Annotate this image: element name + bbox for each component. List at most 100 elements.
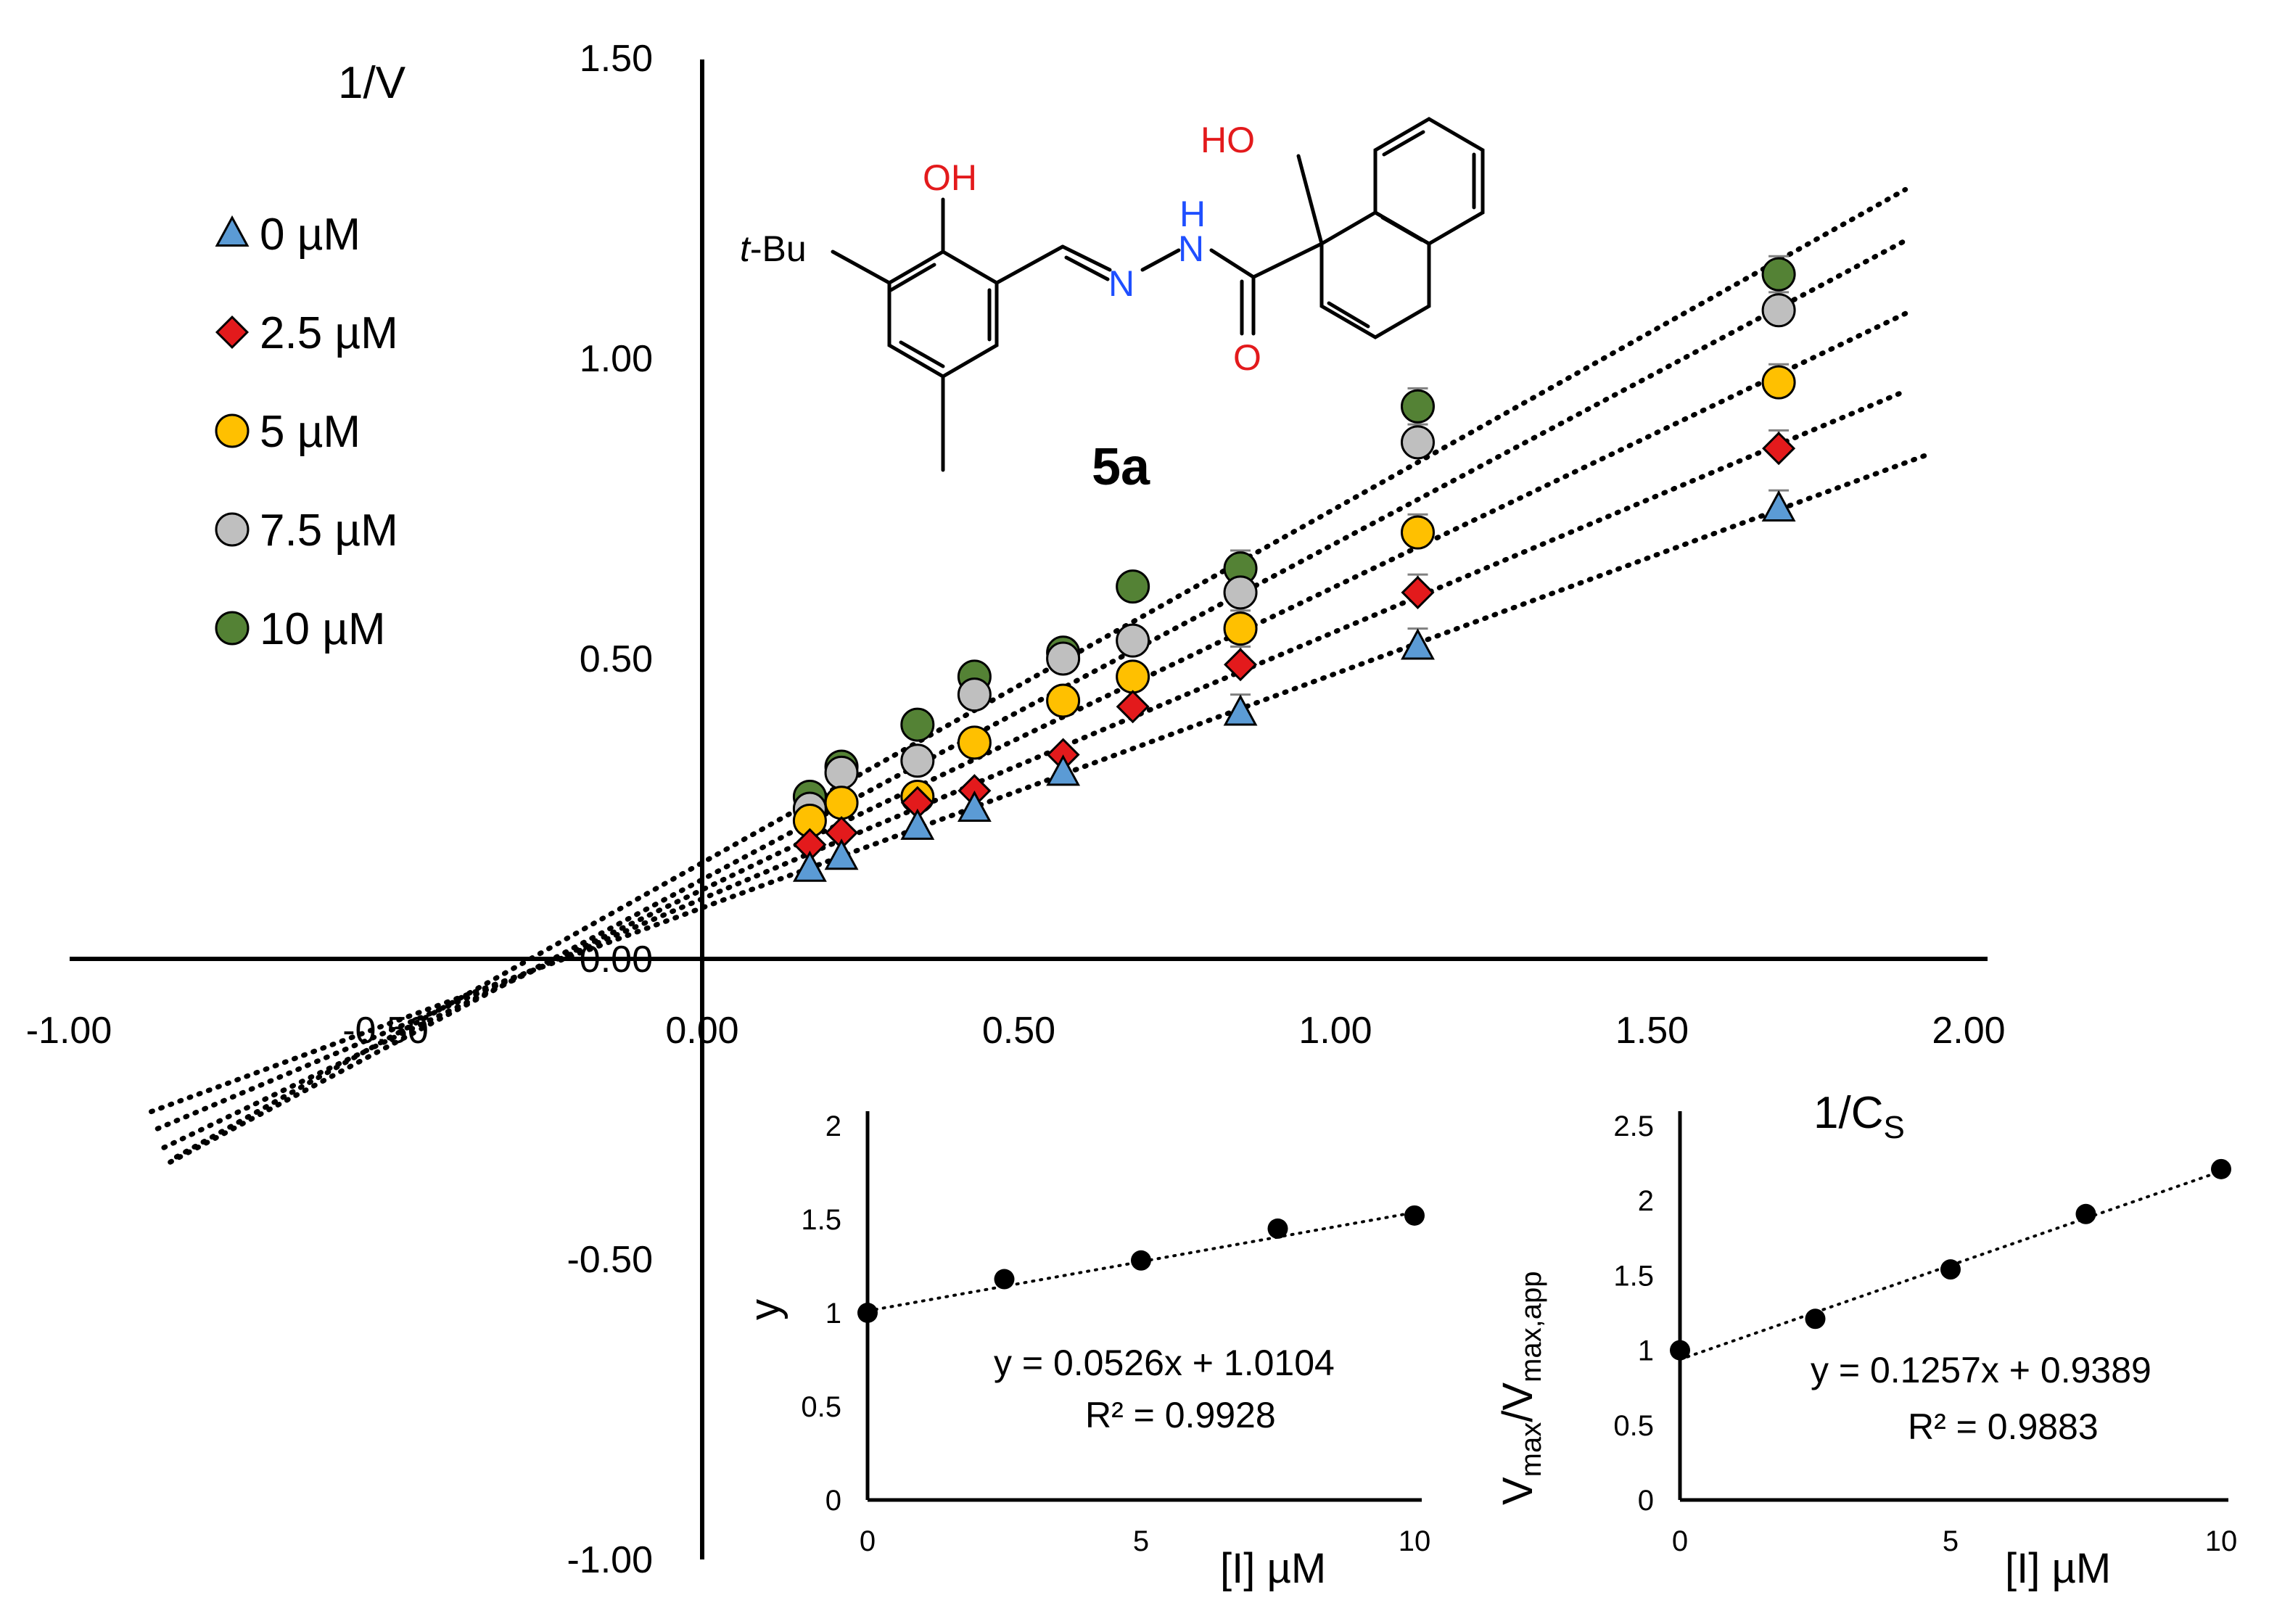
inset-x-tick-label: 0 [860,1525,876,1557]
inset2-y-sub2: max,app [1515,1271,1547,1382]
naphthalene-ring-upper [1375,119,1483,244]
data-point-1-8 [1763,433,1794,463]
inset-y-tick-label: 1.5 [1613,1260,1654,1292]
data-points [794,258,1795,881]
data-point-0-3 [959,793,989,821]
data-point-1-6 [1225,649,1256,680]
inset-x-tick-label: 0 [1672,1525,1688,1557]
y-tick-label: 1.50 [580,38,653,80]
data-point-0-6 [1225,697,1256,725]
data-point-3-8 [1763,294,1795,326]
legend-marker [216,415,248,447]
y-tick-label: 1.00 [580,338,653,380]
legend-label: 0 µM [260,210,361,260]
inset-y-tick-label: 0 [825,1485,841,1517]
data-point-2-7 [1401,516,1433,548]
inset-data-point [1131,1250,1151,1271]
data-point-3-4 [1047,643,1079,675]
inset-data-point [995,1269,1015,1290]
inset-x-tick-label: 10 [2205,1525,2238,1557]
inset-y-tick-label: 2 [1638,1185,1654,1217]
y-axis-title: 1/V [338,58,406,108]
inset2-y-sub1: max [1515,1422,1547,1477]
legend-marker [216,514,248,545]
x-tick-label: 2.00 [1932,1010,2005,1052]
nh-c-bond [1211,250,1253,277]
inset1-y-axis-title: y [741,1299,788,1320]
naphthol-ho-label: HO [1201,120,1255,160]
inset-y-tick-label: 1 [825,1298,841,1330]
data-point-1-5 [1118,691,1148,722]
data-point-3-5 [1117,625,1149,656]
inset-data-point [1940,1259,1961,1279]
x-tick-label: 0.00 [665,1010,738,1052]
y-tick-label: -1.00 [567,1539,653,1581]
ch-bond [997,247,1063,283]
inset2-y-v: V [1494,1477,1541,1505]
x-axis-title-main: 1/C [1813,1088,1883,1138]
inset-data-point [2211,1159,2231,1179]
legend-marker [217,218,247,246]
naphthol-oh-bond [1298,156,1322,244]
inset2-y-mid: /V [1494,1382,1541,1422]
structure-labels: OH HO t-Bu H N N O 5a [740,120,1261,496]
inset2-equation: y = 0.1257x + 0.9389 [1811,1350,2151,1390]
inset-data-point [1268,1219,1288,1239]
inset-data-point [857,1303,878,1323]
phenyl-ring [889,252,997,376]
x-axis-title: 1/CS [1813,1088,1905,1145]
legend: 0 µM 2.5 µM 5 µM 7.5 µM 10 µM [216,210,398,654]
inset-x-tick-label: 5 [1943,1525,1959,1557]
figure: -1.00 -0.50 0.00 0.50 1.00 1.50 2.00 -1.00 -0.5… [0,0,2269,1620]
inset-y-tick-label: 0.5 [801,1391,841,1423]
inset-x-tick-label: 10 [1399,1525,1431,1557]
imine-double-bond [1066,257,1108,279]
inset-y-tick-label: 1.5 [801,1204,841,1236]
naphthalene-ring-lower [1322,213,1429,337]
data-point-4-5 [1117,571,1149,603]
data-point-4-7 [1401,390,1433,422]
inset-y-tick-label: 0 [1638,1485,1654,1517]
inset-y-tick-label: 2 [825,1110,841,1142]
inset-y-tick-label: 2.5 [1613,1110,1654,1142]
data-point-1-7 [1403,577,1433,608]
data-point-2-8 [1763,366,1795,398]
x-tick-label: 1.00 [1298,1010,1372,1052]
tbu-bond [833,252,889,283]
imine-n-label: N [1108,263,1134,304]
phenol-oh-label: OH [923,157,977,198]
data-point-4-2 [902,709,934,741]
inset-y-tick-label: 0.5 [1613,1410,1654,1442]
y-tick-label: -0.50 [567,1239,653,1281]
error-bars [1230,256,1789,719]
inset-data-point [1670,1340,1690,1361]
inset-x-tick-label: 5 [1133,1525,1149,1557]
inset1-x-axis-title: [I] µM [1220,1545,1326,1592]
data-point-3-3 [958,679,990,711]
data-point-3-1 [825,757,857,788]
data-point-4-8 [1763,258,1795,290]
y-tick-label: 0.50 [580,638,653,680]
inset-data-point [1404,1205,1425,1226]
inset2-x-axis-title: [I] µM [2005,1545,2111,1592]
data-point-3-2 [902,745,934,777]
amide-n-label: N [1178,228,1204,269]
legend-label: 7.5 µM [260,506,398,556]
data-point-3-7 [1401,426,1433,458]
data-point-2-5 [1117,661,1149,693]
y-tick-labels: -1.00-0.500.000.501.001.50 [567,38,653,1581]
data-point-2-4 [1047,685,1079,717]
tbu-label-rest: -Bu [750,228,807,269]
legend-marker [216,612,248,644]
x-tick-label: 0.50 [982,1010,1055,1052]
c-naphthyl-bond [1253,244,1322,277]
inset-chart-2: 0 0.5 1 1.5 2 2.5 0 5 10 [1613,1110,2237,1557]
data-point-3-6 [1224,577,1256,609]
inset2-y-axis-title: Vmax/Vmax,app [1494,1271,1547,1506]
figure-canvas: -1.00 -0.50 0.00 0.50 1.00 1.50 2.00 -1.00-0.5… [0,0,2269,1620]
x-tick-labels: -1.00 -0.50 0.00 0.50 1.00 1.50 2.00 [26,1010,2006,1052]
data-point-2-3 [958,727,990,759]
legend-label: 2.5 µM [260,308,398,358]
data-point-2-6 [1224,613,1256,645]
inset1-equation: y = 0.0526x + 1.0104 [994,1343,1335,1383]
